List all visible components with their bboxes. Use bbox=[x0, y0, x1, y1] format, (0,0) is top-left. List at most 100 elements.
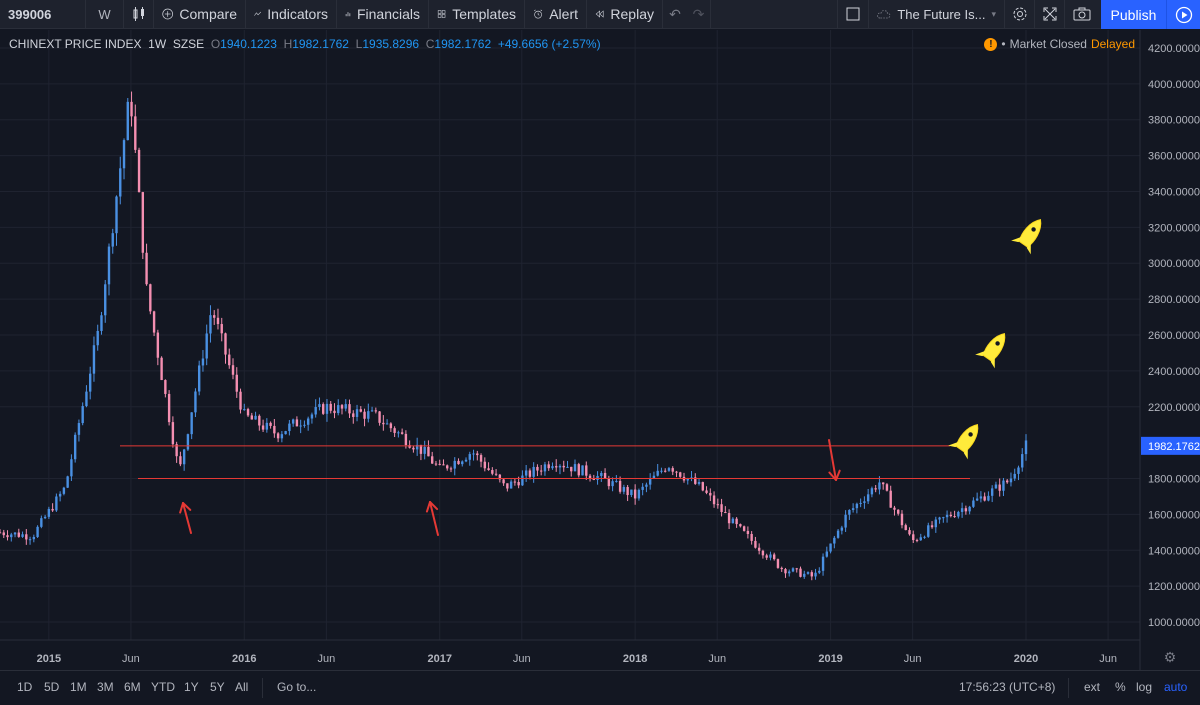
candle-body bbox=[265, 422, 269, 430]
candle-body bbox=[581, 465, 584, 476]
candle-body bbox=[592, 478, 596, 480]
candle-body bbox=[397, 432, 400, 434]
price-tick-label: 2800.0000 bbox=[1148, 294, 1200, 306]
settings-button[interactable] bbox=[1005, 0, 1035, 29]
publish-play-button[interactable] bbox=[1166, 0, 1200, 29]
publish-label: Publish bbox=[1110, 6, 1157, 23]
rocket-icon bbox=[948, 424, 979, 460]
close-label: C bbox=[425, 37, 435, 51]
goto-date-button[interactable]: Go to... bbox=[277, 680, 317, 694]
candle-body bbox=[953, 516, 956, 518]
templates-button[interactable]: Templates bbox=[429, 0, 525, 29]
candle-body bbox=[874, 488, 877, 490]
range-ytd[interactable]: YTD bbox=[151, 680, 175, 694]
candle-body bbox=[408, 445, 411, 448]
candle-body bbox=[866, 494, 870, 502]
candle-body bbox=[130, 101, 133, 117]
low-value: 1935.8296 bbox=[362, 37, 420, 51]
arrow-head bbox=[182, 502, 192, 511]
candle-body bbox=[814, 572, 817, 577]
candle-body bbox=[761, 550, 765, 556]
candle-body bbox=[720, 504, 723, 513]
candle-body bbox=[881, 482, 885, 485]
candle-body bbox=[742, 526, 746, 531]
redo-icon: ↷ bbox=[692, 5, 705, 22]
play-circle-icon bbox=[1175, 6, 1192, 23]
candle-body bbox=[942, 517, 945, 519]
percent-toggle[interactable]: % bbox=[1115, 680, 1126, 694]
candle-body bbox=[648, 478, 652, 485]
indicators-button[interactable]: Indicators bbox=[246, 0, 337, 29]
candle-body bbox=[295, 419, 299, 427]
candle-body bbox=[547, 464, 550, 469]
candle-body bbox=[859, 502, 862, 504]
candle-body bbox=[897, 509, 900, 514]
candle-body bbox=[915, 540, 919, 542]
range-1m[interactable]: 1M bbox=[70, 680, 87, 694]
candle-body bbox=[412, 447, 415, 450]
publish-button[interactable]: Publish bbox=[1101, 0, 1166, 29]
candle-body bbox=[340, 405, 344, 409]
redo-button[interactable]: ↷ bbox=[687, 0, 711, 29]
candle-body bbox=[363, 411, 366, 419]
candle-body bbox=[284, 431, 287, 435]
chart-canvas[interactable]: 4200.0000 4000.0000 3800.0000 3600.0000 3400… bbox=[0, 30, 1200, 670]
candle-body bbox=[205, 333, 208, 359]
price-tick-label: 3400.0000 bbox=[1148, 186, 1200, 198]
interval-button[interactable]: W bbox=[86, 0, 124, 29]
range-5y[interactable]: 5Y bbox=[210, 680, 225, 694]
replay-button[interactable]: Replay bbox=[587, 0, 663, 29]
market-status[interactable]: ! • Market Closed Delayed bbox=[984, 37, 1135, 51]
candle-body bbox=[280, 434, 284, 439]
range-1d[interactable]: 1D bbox=[17, 680, 33, 694]
compare-button[interactable]: Compare bbox=[154, 0, 246, 29]
time-tick-label: 2017 bbox=[427, 653, 451, 665]
auto-toggle[interactable]: auto bbox=[1164, 680, 1188, 694]
symbol-search[interactable]: 399006 bbox=[0, 0, 86, 29]
candle-body bbox=[622, 487, 626, 492]
candles-style-button[interactable] bbox=[124, 0, 154, 29]
clock-label[interactable]: 17:56:23 (UTC+8) bbox=[959, 680, 1056, 694]
log-toggle[interactable]: log bbox=[1136, 680, 1153, 694]
candle-body bbox=[310, 414, 314, 419]
alert-button[interactable]: Alert bbox=[525, 0, 587, 29]
candle-body bbox=[810, 572, 813, 577]
candle-body bbox=[378, 411, 381, 423]
range-3m[interactable]: 3M bbox=[97, 680, 114, 694]
candle-body bbox=[1024, 440, 1028, 455]
candle-body bbox=[179, 456, 182, 465]
time-tick-label: 2016 bbox=[232, 653, 256, 665]
candle-body bbox=[25, 534, 28, 540]
chart-legend[interactable]: CHINEXT PRICE INDEX 1W SZSE O1940.1223 H… bbox=[9, 37, 601, 51]
multi-layout-button[interactable] bbox=[837, 0, 869, 29]
candle-body bbox=[990, 488, 994, 496]
financials-button[interactable]: Financials bbox=[337, 0, 429, 29]
candle-body bbox=[250, 415, 254, 420]
candle-body bbox=[457, 460, 460, 465]
range-5d[interactable]: 5D bbox=[44, 680, 60, 694]
candle-body bbox=[900, 513, 904, 526]
candle-body bbox=[370, 410, 374, 412]
fullscreen-button[interactable] bbox=[1035, 0, 1065, 29]
candle-body bbox=[194, 391, 197, 413]
ext-toggle[interactable]: ext bbox=[1084, 680, 1101, 694]
undo-button[interactable]: ↶ bbox=[663, 0, 687, 29]
candle-body bbox=[149, 284, 152, 312]
candle-body bbox=[58, 493, 62, 497]
candle-body bbox=[348, 404, 351, 414]
chart-pane[interactable]: 4200.0000 4000.0000 3800.0000 3600.0000 3400… bbox=[0, 30, 1200, 670]
range-1y[interactable]: 1Y bbox=[184, 680, 199, 694]
candle-body bbox=[829, 543, 832, 552]
candle-body bbox=[306, 418, 310, 425]
alarm-clock-icon bbox=[534, 9, 543, 19]
layout-name-dropdown[interactable]: The Future Is... ▾ bbox=[869, 0, 1005, 29]
open-value: 1940.1223 bbox=[220, 37, 277, 51]
candle-body bbox=[930, 525, 934, 528]
range-all[interactable]: All bbox=[235, 680, 249, 694]
candle-body bbox=[731, 518, 735, 524]
candle-body bbox=[618, 480, 622, 492]
snapshot-button[interactable] bbox=[1065, 0, 1099, 29]
candle-body bbox=[968, 506, 971, 512]
range-6m[interactable]: 6M bbox=[124, 680, 141, 694]
open-label: O bbox=[210, 37, 221, 51]
